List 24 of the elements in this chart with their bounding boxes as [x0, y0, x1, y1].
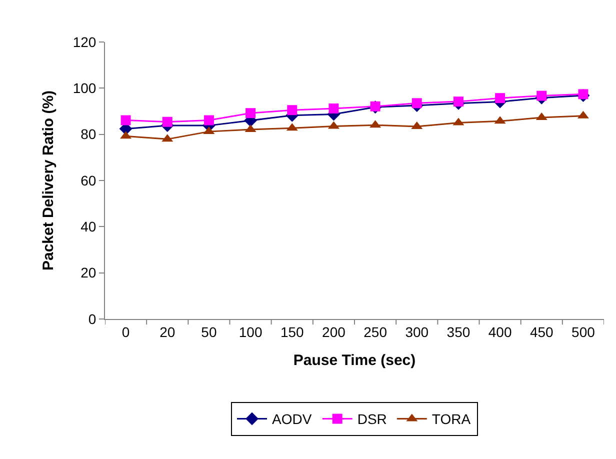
x-tick-label: 20: [160, 324, 176, 340]
y-tick-label: 80: [80, 126, 96, 142]
y-axis-title: Packet Delivery Ratio (%): [40, 90, 58, 271]
legend-label: TORA: [432, 411, 472, 428]
x-tick-label: 350: [446, 324, 470, 340]
x-tick-label: 250: [364, 324, 388, 340]
y-tick-label: 120: [72, 34, 96, 50]
x-tick-label: 450: [530, 324, 554, 340]
x-axis-title: Pause Time (sec): [293, 352, 416, 369]
x-tick-label: 400: [488, 324, 512, 340]
y-tick-label: 20: [80, 264, 96, 281]
y-tick-label: 0: [88, 310, 96, 327]
x-tick-label: 300: [405, 324, 429, 340]
y-tick-label: 60: [80, 172, 96, 188]
x-tick-label: 0: [122, 324, 130, 340]
x-tick-label: 150: [280, 324, 304, 340]
x-tick-label: 50: [201, 324, 217, 340]
x-tick-label: 500: [572, 324, 596, 340]
legend-label: AODV: [272, 411, 312, 428]
legend-label: DSR: [357, 411, 387, 428]
x-tick-label: 100: [238, 324, 262, 340]
x-tick-label: 200: [322, 324, 346, 340]
y-tick-label: 40: [80, 218, 96, 235]
y-tick-label: 100: [72, 80, 96, 96]
